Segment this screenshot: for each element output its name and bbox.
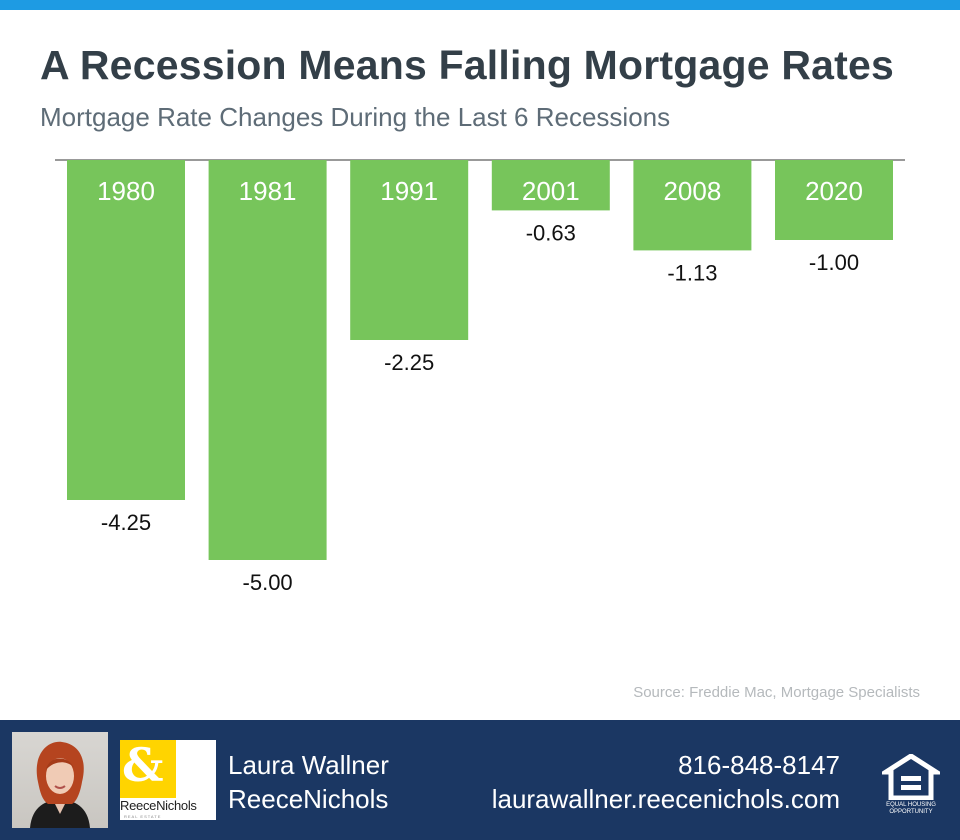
top-accent-bar (0, 0, 960, 10)
value-label-2001: -0.63 (526, 220, 576, 245)
chart-subtitle: Mortgage Rate Changes During the Last 6 … (40, 102, 671, 132)
bar-1980 (67, 160, 185, 500)
bar-chart: 1980 -4.25 1981 -5.00 1991 -2.25 2001 -0.63 2008… (55, 159, 905, 595)
value-label-1991: -2.25 (384, 350, 434, 375)
value-label-1981: -5.00 (243, 570, 293, 595)
agent-website[interactable]: laurawallner.reecenichols.com (491, 784, 840, 814)
source-note: Source: Freddie Mac, Mortgage Specialist… (633, 684, 920, 701)
ampersand-logo-icon: & (120, 740, 176, 798)
eho-label-2: OPPORTUNITY (889, 809, 933, 815)
company-logo: & ReeceNichols REAL ESTATE (120, 740, 216, 820)
category-label-1980: 1980 (97, 176, 155, 206)
logo-subtext: REAL ESTATE (124, 814, 162, 819)
chart-title: A Recession Means Falling Mortgage Rates (40, 42, 895, 88)
agent-name: Laura Wallner (228, 750, 389, 780)
bar-2001 (491, 160, 610, 211)
bar-2008 (633, 160, 752, 251)
agent-phone[interactable]: 816-848-8147 (678, 750, 840, 780)
agent-photo (12, 732, 108, 828)
category-label-2008: 2008 (663, 176, 721, 206)
agent-footer: & ReeceNichols REAL ESTATE Laura Wallner… (0, 720, 960, 840)
agent-company: ReeceNichols (228, 784, 389, 814)
bar-1981 (208, 160, 327, 560)
category-label-1991: 1991 (380, 176, 438, 206)
logo-wordmark: ReeceNichols (120, 798, 197, 813)
bar-1991 (350, 160, 469, 340)
category-label-2020: 2020 (805, 176, 863, 206)
category-label-1981: 1981 (239, 176, 297, 206)
eho-label-1: EQUAL HOUSING (886, 802, 936, 808)
bar-2020 (775, 160, 893, 240)
value-label-2020: -1.00 (809, 250, 859, 275)
value-label-1980: -4.25 (101, 510, 151, 535)
value-label-2008: -1.13 (667, 260, 717, 285)
category-label-2001: 2001 (522, 176, 580, 206)
equal-housing-icon: EQUAL HOUSING OPPORTUNITY (877, 753, 945, 818)
